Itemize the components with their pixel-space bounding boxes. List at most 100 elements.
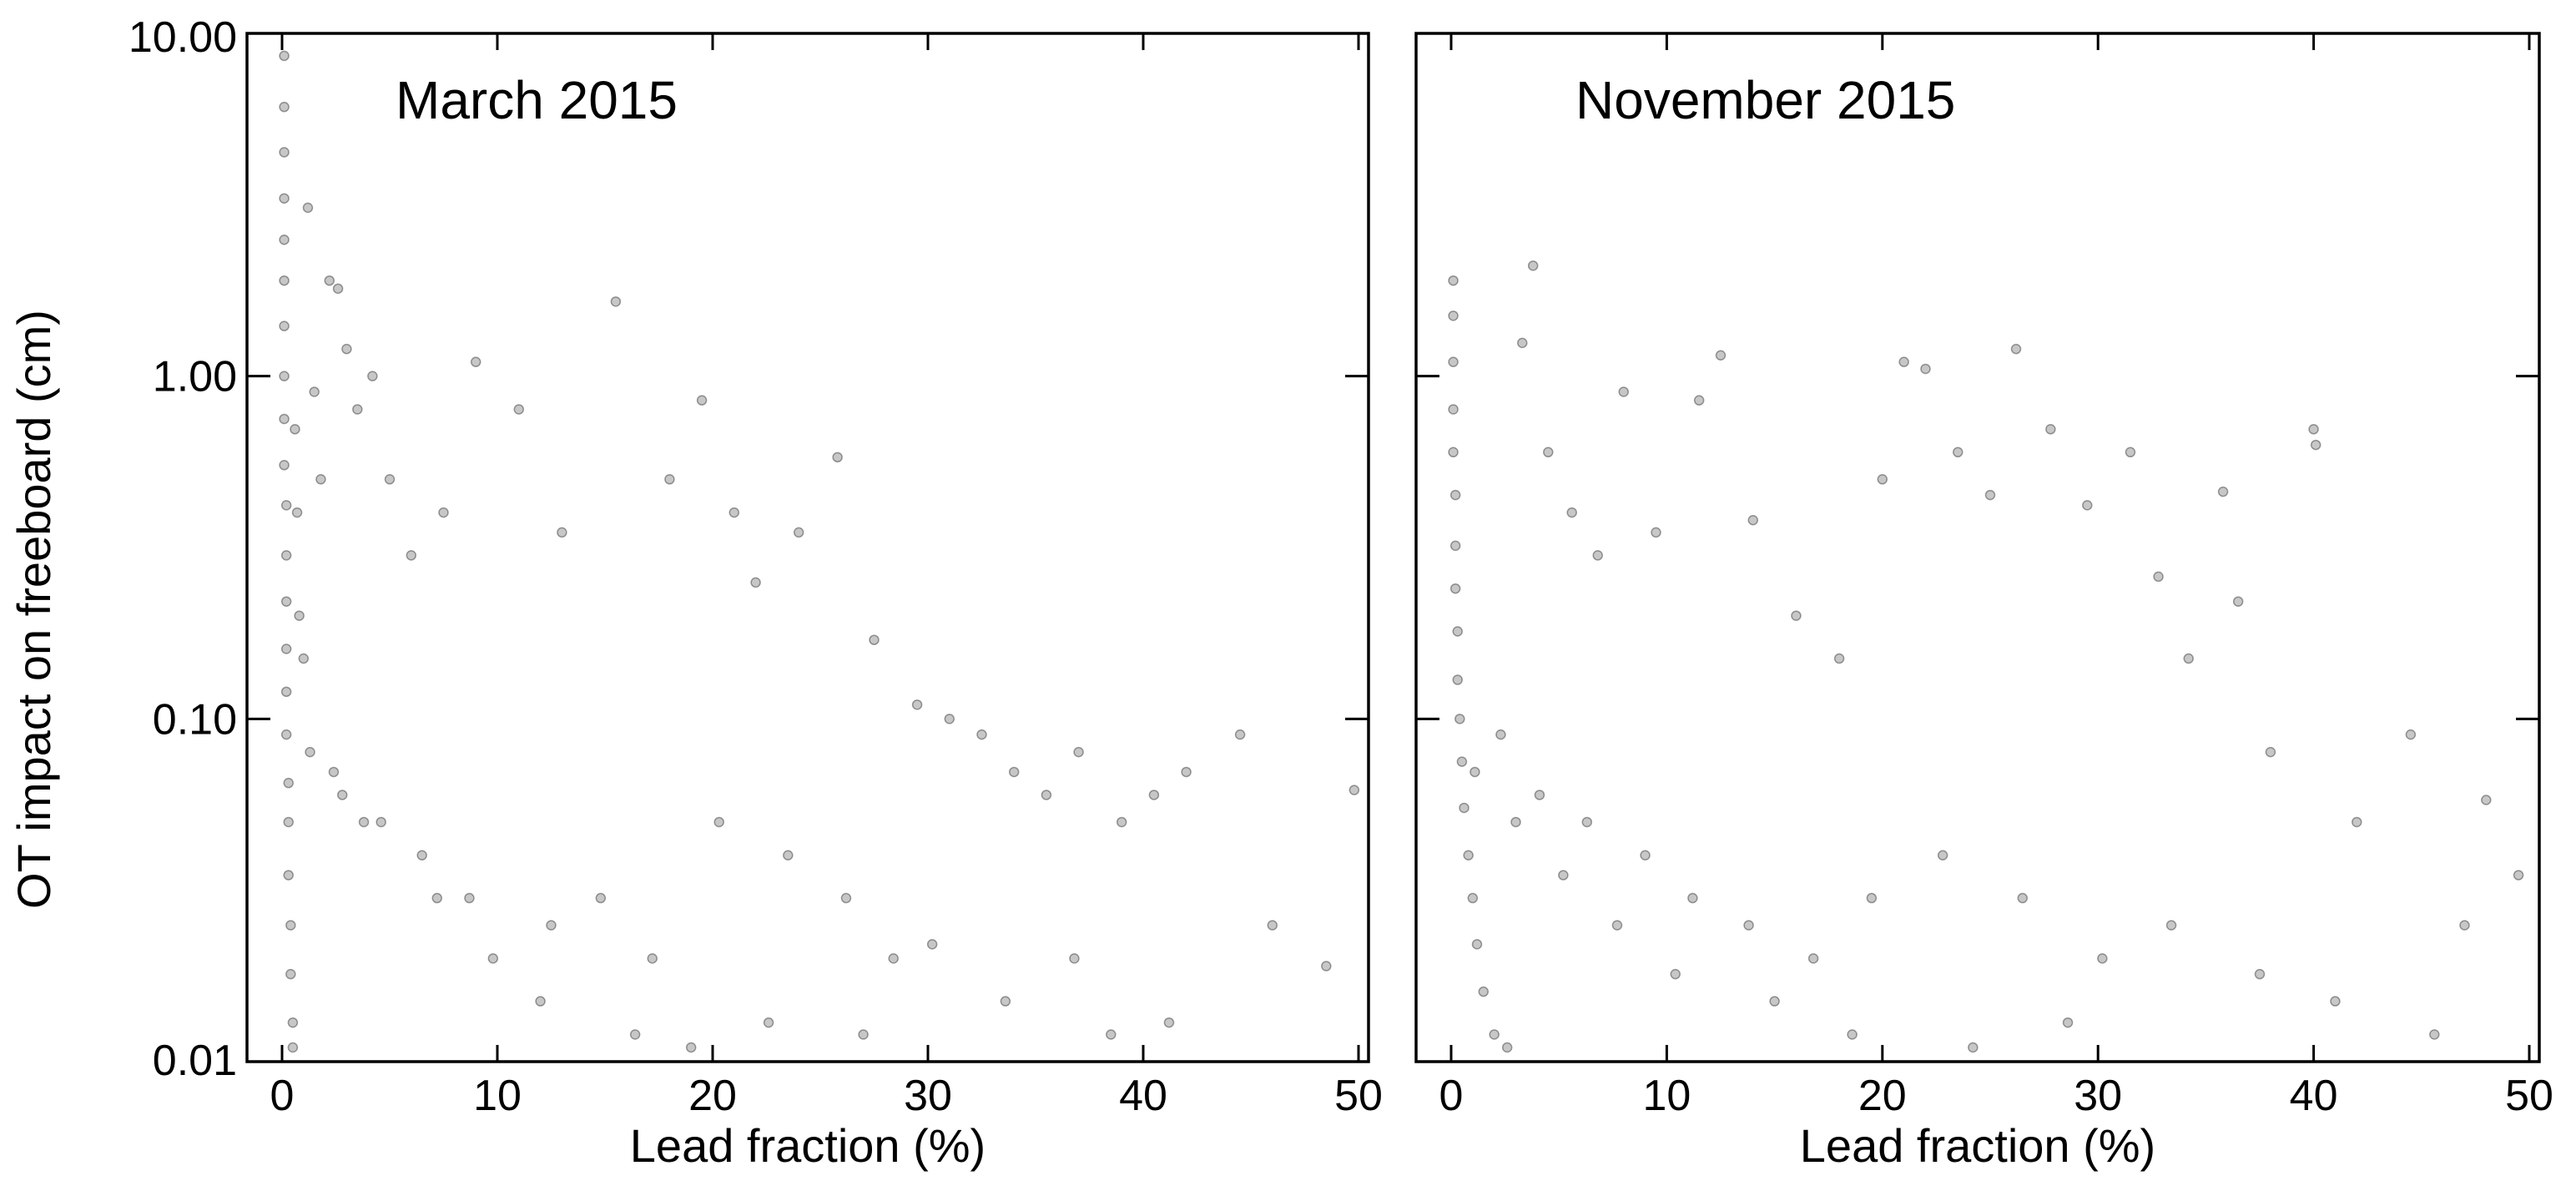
data-point (283, 816, 294, 828)
data-point (1467, 892, 1479, 904)
data-point (438, 507, 449, 518)
data-point (341, 343, 352, 355)
x-tick-label: 20 (688, 1072, 737, 1120)
data-point (358, 816, 370, 828)
data-point (1148, 790, 1160, 800)
data-point (2017, 892, 2029, 904)
data-point (336, 790, 348, 800)
x-axis-title-november: Lead fraction (%) (1800, 1119, 2155, 1172)
data-point (1008, 766, 1020, 778)
data-point (610, 296, 622, 307)
data-point (535, 996, 546, 1007)
data-point (2010, 343, 2022, 355)
data-point (279, 413, 290, 425)
ticks-november: 0 10 20 30 40 50 (1416, 32, 2553, 1120)
data-point (352, 404, 363, 415)
x-tick-label: 20 (1858, 1072, 1907, 1120)
data-point (1670, 968, 1681, 980)
data-point (1471, 939, 1483, 950)
data-point (2217, 486, 2229, 497)
data-point (664, 474, 675, 485)
ticks-march: 0 10 20 30 40 50 0.01 0.10 1.00 10.00 (129, 13, 1383, 1120)
panel-title-november: November 2015 (1575, 70, 1955, 130)
data-point (1448, 356, 1459, 367)
data-point (713, 816, 724, 828)
data-point (287, 1042, 299, 1053)
data-point (832, 452, 843, 463)
data-point (298, 653, 310, 664)
data-point (944, 714, 955, 724)
data-point (280, 596, 292, 607)
data-point (1566, 507, 1577, 518)
plot-frame-november (1414, 32, 2541, 1063)
data-point (750, 577, 761, 588)
data-point (2330, 996, 2341, 1007)
data-point (1558, 870, 1569, 881)
data-point (416, 850, 427, 861)
x-tick-label: 10 (1642, 1072, 1691, 1120)
data-point (1234, 729, 1246, 740)
y-axis-title: OT impact on freeboard (cm) (8, 310, 60, 909)
data-point (926, 939, 938, 950)
data-point (1534, 790, 1545, 800)
data-point (280, 500, 292, 511)
data-point (280, 686, 292, 698)
data-point (1747, 514, 1759, 526)
x-tick-label: 30 (904, 1072, 952, 1120)
data-point (2183, 653, 2194, 664)
data-point (279, 101, 290, 113)
data-point (324, 275, 335, 286)
data-point (328, 766, 340, 778)
data-point (376, 816, 386, 828)
data-point (290, 424, 300, 435)
data-point (696, 395, 708, 406)
data-point (283, 777, 294, 789)
data-point (2045, 424, 2056, 435)
data-point (1459, 802, 1469, 814)
data-point (858, 1029, 869, 1040)
data-point (279, 275, 290, 286)
data-point (1693, 395, 1705, 406)
data-point (279, 320, 290, 331)
y-tick-label: 0.10 (153, 695, 237, 744)
data-point (1877, 474, 1888, 485)
points-november (1448, 260, 2524, 1053)
data-point (2308, 424, 2319, 435)
data-point (1448, 404, 1459, 415)
data-point (315, 474, 326, 485)
data-point (1743, 920, 1754, 931)
data-point (1452, 674, 1464, 685)
data-point (2232, 596, 2244, 607)
data-point (431, 892, 443, 904)
data-point (283, 870, 294, 881)
data-point (1000, 996, 1011, 1007)
data-point (1489, 1029, 1500, 1040)
data-point (2352, 816, 2362, 828)
data-point (279, 371, 290, 381)
data-point (1510, 816, 1521, 828)
data-point (1116, 816, 1127, 828)
data-point (294, 610, 305, 621)
data-point (309, 386, 320, 397)
data-point (763, 1017, 774, 1028)
data-point (1866, 892, 1878, 904)
data-point (1069, 953, 1080, 964)
data-point (1495, 729, 1506, 740)
data-point (305, 746, 315, 758)
data-point (595, 892, 607, 904)
points-march (279, 50, 1360, 1053)
data-point (1448, 447, 1459, 458)
data-point (1348, 785, 1360, 795)
data-point (406, 550, 417, 561)
data-point (285, 968, 296, 980)
data-point (1847, 1029, 1858, 1040)
data-point (1791, 610, 1802, 621)
x-tick-label: 50 (1334, 1072, 1383, 1120)
data-point (1833, 653, 1845, 664)
data-point (2265, 746, 2276, 758)
data-point (285, 920, 296, 931)
data-point (793, 527, 804, 538)
data-point (2165, 920, 2177, 931)
data-point (280, 550, 292, 561)
data-point (546, 920, 557, 931)
